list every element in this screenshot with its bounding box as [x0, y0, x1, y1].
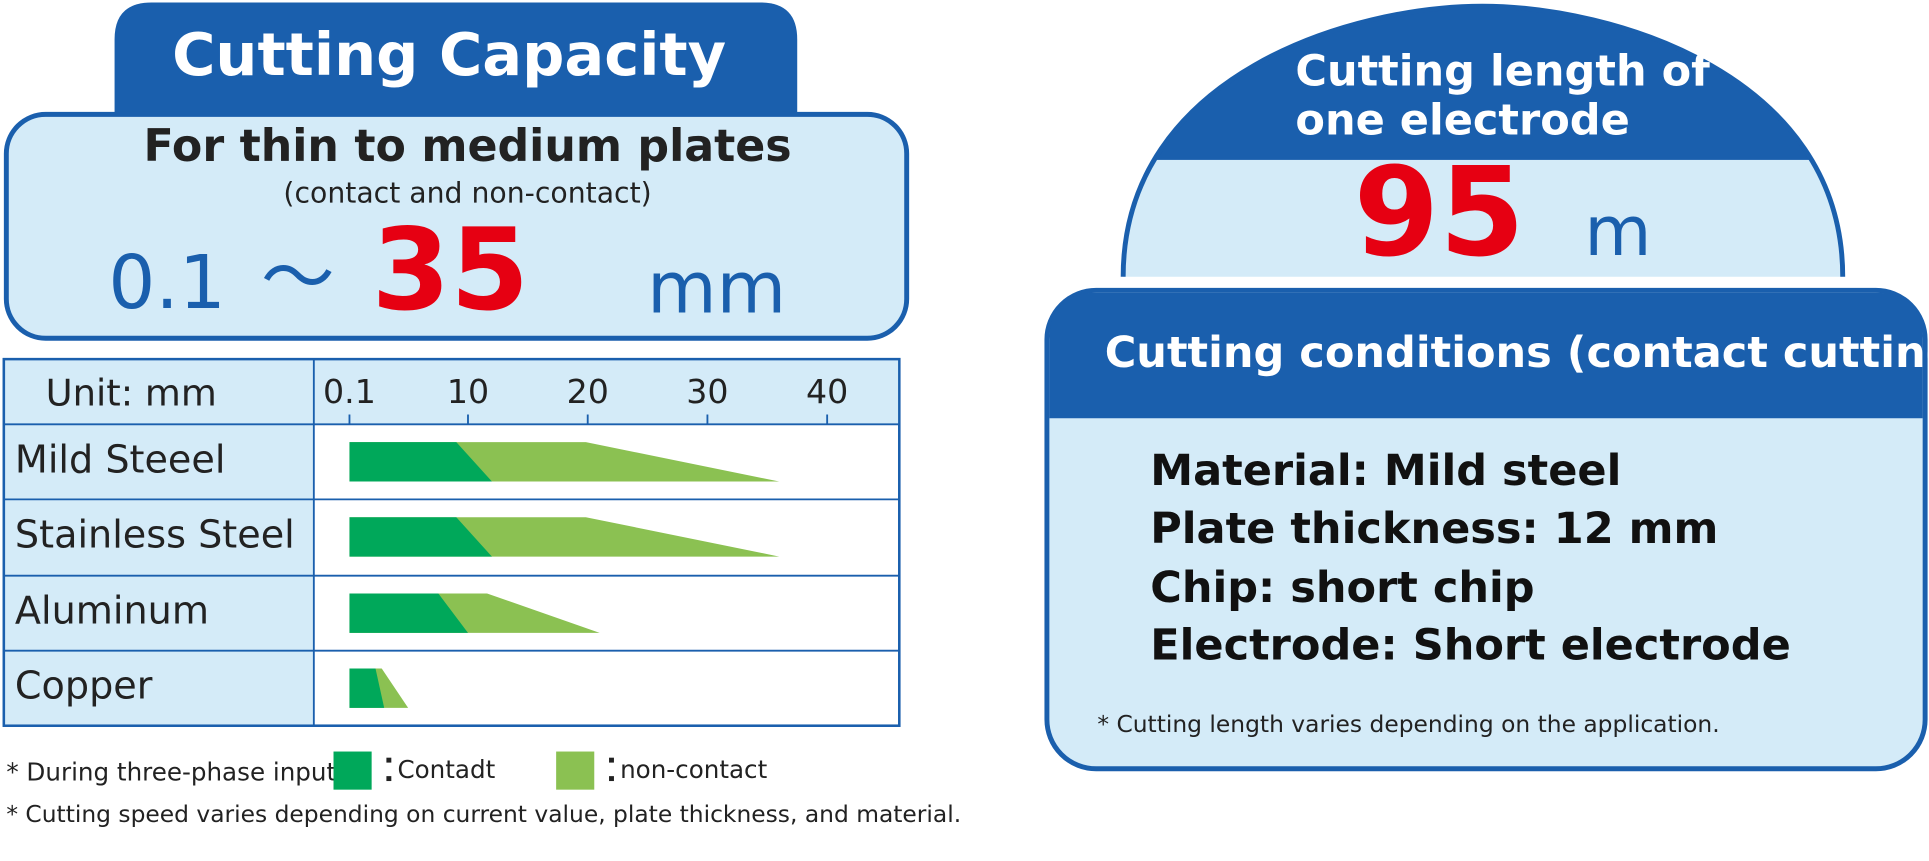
condition: Plate thickness: 12 mm [1150, 504, 1718, 554]
electrode-unit: m [1584, 192, 1651, 272]
range-title: For thin to medium plates [143, 121, 791, 172]
electrode-title: one electrode [1295, 95, 1629, 145]
bar-chart: 0.1 10 20 30 40 Mild Steeel Stainless Steel Alu… [15, 372, 848, 708]
range-unit: mm [647, 246, 786, 329]
legend-swatch [556, 751, 595, 790]
axis-title: Unit: mm [46, 371, 217, 414]
category-label: Mild Steeel [15, 437, 226, 481]
range-min: 0.1 [108, 240, 225, 326]
legend-label: Contadt [397, 755, 495, 784]
category-label: Copper [15, 664, 153, 708]
dome-outline [1120, 3, 1846, 277]
electrode-value: 95 [1354, 142, 1525, 285]
condition: Material: Mild steel [1150, 446, 1621, 496]
conditions-band [1049, 292, 1923, 419]
x-tick-label: 20 [567, 372, 609, 411]
condition: Chip: short chip [1150, 563, 1534, 613]
condition: Electrode: Short electrode [1150, 621, 1791, 671]
table-lines [2, 357, 901, 727]
bar [349, 442, 492, 482]
legend-colon [609, 776, 614, 782]
title: Cutting Capacity [172, 20, 726, 89]
category-label: Stainless Steel [15, 512, 295, 556]
legend-colon [386, 776, 392, 782]
title-tab [114, 2, 798, 114]
table-header [3, 359, 900, 425]
bar [349, 593, 468, 633]
category-label: Aluminum [15, 589, 209, 633]
legend: Contadt non-contact [333, 751, 768, 790]
legend-colon [386, 757, 392, 763]
legend-note: * During three-phase input [6, 758, 336, 787]
range-separator: 〜 [261, 235, 335, 321]
legend-colon [609, 757, 614, 763]
legend-label: non-contact [620, 755, 767, 784]
electrode-title: Cutting length of [1295, 46, 1711, 96]
range-max: 35 [372, 204, 529, 336]
x-tick-label: 30 [686, 372, 728, 411]
range-subtitle: (contact and non-contact) [283, 176, 651, 209]
bar [349, 668, 385, 708]
x-tick-label: 0.1 [323, 372, 376, 411]
conditions-note: * Cutting length varies depending on the… [1097, 710, 1719, 738]
conditions-title: Cutting conditions (contact cutting) [1105, 328, 1929, 378]
bar [349, 517, 492, 557]
legend-swatch [333, 751, 372, 790]
range-panel [3, 111, 910, 341]
footnote: * Cutting speed varies depending on curr… [6, 800, 961, 828]
x-tick-label: 40 [806, 372, 848, 411]
x-tick-label: 10 [447, 372, 489, 411]
